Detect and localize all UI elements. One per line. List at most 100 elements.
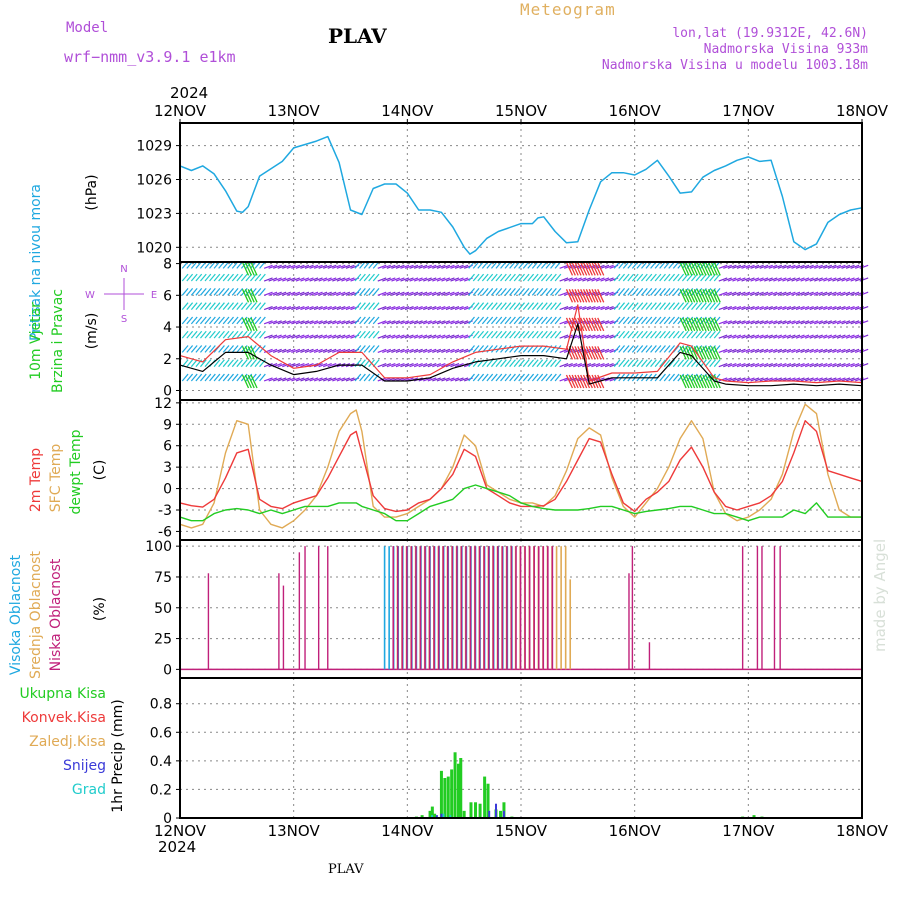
- wind-barb: [773, 277, 783, 282]
- wind-barb: [244, 374, 252, 389]
- wind-barb: [200, 288, 207, 296]
- precip-unit: 1hr Precip (mm): [110, 699, 126, 812]
- wind-barb: [659, 316, 666, 325]
- wind-barb: [550, 373, 557, 382]
- wind-barb: [727, 377, 737, 382]
- wind-barb: [513, 316, 521, 325]
- wind-barb: [445, 348, 455, 353]
- wind-barb: [691, 302, 698, 310]
- wind-barb: [391, 277, 401, 282]
- wind-barb: [713, 373, 721, 382]
- wind-barb: [213, 373, 221, 382]
- wind-barb: [240, 302, 248, 310]
- wind-barb: [650, 330, 657, 339]
- wind-barb: [545, 273, 553, 282]
- wind-barb: [845, 320, 855, 325]
- wind-barb: [659, 345, 666, 353]
- wind-barb: [200, 302, 207, 310]
- wind-barb: [654, 316, 662, 325]
- wind-barb: [777, 348, 787, 353]
- wind-barb: [832, 305, 842, 311]
- wind-barb: [436, 363, 446, 368]
- wind-barb: [585, 346, 593, 360]
- wind-barb: [600, 305, 610, 311]
- wind-barb: [600, 348, 610, 353]
- wind-barb: [754, 305, 764, 311]
- wind-barb: [741, 320, 751, 325]
- wind-barb: [436, 348, 446, 353]
- wind-barb: [759, 305, 769, 311]
- wind-barb: [423, 264, 432, 269]
- wind-barb: [259, 330, 266, 339]
- wind-barb: [777, 305, 787, 311]
- wind-barb: [702, 317, 710, 332]
- wind-barb: [400, 320, 410, 325]
- wind-barb: [327, 363, 337, 368]
- wind-barb: [631, 316, 639, 325]
- compass-e: E: [151, 290, 157, 301]
- wind-barb: [659, 273, 666, 282]
- wind-barb: [645, 316, 653, 325]
- wind-barb: [536, 288, 544, 296]
- wind-barb: [550, 359, 557, 368]
- wind-barb: [750, 264, 760, 269]
- wind-barb: [554, 345, 562, 353]
- wind-barb: [618, 288, 625, 296]
- wind-barb: [591, 291, 601, 296]
- wind-barb: [718, 277, 728, 282]
- wind-barb: [554, 359, 562, 368]
- pressure-line: [179, 135, 863, 255]
- wind-barb: [250, 345, 257, 353]
- wind-barb: [432, 348, 442, 353]
- wind-barb: [209, 373, 216, 382]
- wind-barb: [768, 291, 778, 296]
- wind-barb: [354, 345, 362, 353]
- model-name: wrf−nmm_v3.9.1 e1km: [64, 48, 236, 66]
- temp-2m-ylabel: 2m Temp: [28, 448, 44, 512]
- wind-barb: [677, 302, 685, 310]
- wind-barb: [713, 288, 721, 296]
- wind-barb: [773, 334, 783, 339]
- wind-barb: [686, 302, 694, 310]
- wind-barb: [486, 302, 494, 310]
- wind-barb: [400, 334, 410, 339]
- wind-barb: [236, 302, 244, 310]
- wind-barb: [382, 363, 391, 368]
- wind-barb: [786, 363, 796, 368]
- wind-barb: [823, 363, 833, 368]
- wind-barb: [845, 334, 855, 339]
- wind-barb: [363, 288, 371, 296]
- wind-barb: [522, 288, 530, 296]
- wind-barb: [704, 302, 712, 310]
- wind-barb: [586, 277, 596, 282]
- wind-barb: [386, 348, 396, 353]
- wind-barb: [190, 330, 198, 339]
- wind-barb: [250, 302, 257, 310]
- wind-barb: [481, 330, 489, 339]
- wind-barb: [531, 302, 539, 310]
- wind-barb: [565, 289, 574, 303]
- wind-barb: [700, 302, 707, 310]
- wind-barb: [704, 345, 712, 353]
- wind-barb: [636, 273, 644, 282]
- wind-barb: [571, 262, 579, 276]
- wind-barb: [213, 359, 221, 368]
- wind-barb: [536, 302, 544, 310]
- wind-barb: [672, 345, 680, 353]
- wind-barb: [841, 305, 851, 311]
- wind-barb: [754, 277, 764, 282]
- temp-unit: (C): [92, 460, 108, 481]
- wind-barb: [309, 291, 319, 296]
- wind-barb: [541, 373, 548, 382]
- wind-barb: [327, 348, 337, 353]
- wind-barb: [286, 305, 296, 311]
- wind-barb: [791, 363, 801, 368]
- wind-barb: [441, 277, 451, 282]
- wind-barb: [727, 264, 737, 269]
- wind-barb: [518, 316, 525, 325]
- wind-ylabel: 10m Vjetar: [28, 302, 44, 380]
- wind-barb: [745, 264, 755, 269]
- wind-barb: [718, 377, 728, 382]
- wind-barb: [604, 377, 614, 382]
- compass-n: N: [120, 264, 127, 275]
